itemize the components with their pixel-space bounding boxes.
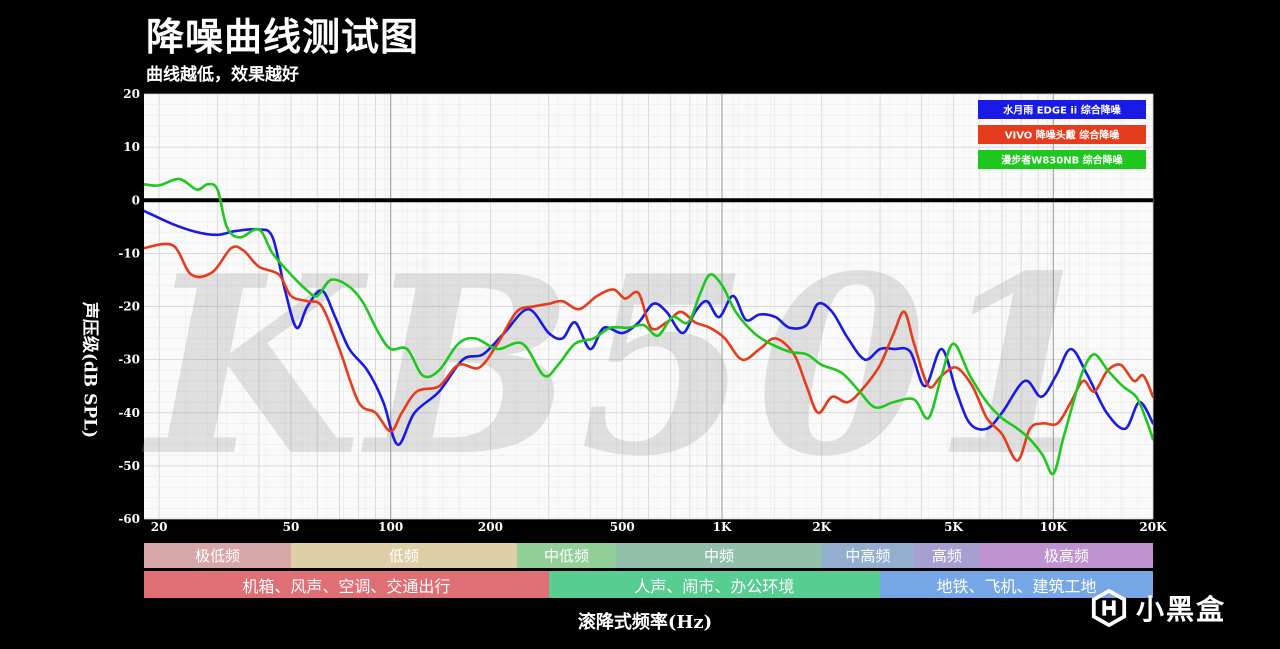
frequency-band-5: 中高频	[821, 543, 915, 568]
y-tick-label: 0	[132, 193, 140, 207]
legend-label-3: 漫步者W830NB 综合降噪	[1001, 154, 1123, 167]
x-tick-label: 1K	[713, 520, 732, 534]
xiaoheihe-logo-icon	[1091, 589, 1127, 627]
y-tick-label: -20	[118, 300, 140, 314]
frequency-band-3: 中低频	[516, 543, 617, 568]
legend-swatch-3	[978, 150, 1146, 169]
legend-label-1: 水月雨 EDGE ii 综合降噪	[1002, 104, 1121, 117]
series-line-3	[144, 177, 1153, 476]
x-tick-label: 500	[610, 520, 635, 534]
y-tick-label: -30	[118, 353, 140, 367]
x-axis-label: 滚降式频率(Hz)	[577, 612, 713, 633]
x-tick-label: 10K	[1040, 520, 1068, 534]
x-tick-label: 50	[283, 520, 300, 534]
y-tick-label: 20	[123, 87, 140, 101]
y-tick-label: -10	[118, 246, 140, 260]
logo-text: 小黑盒	[1136, 593, 1227, 626]
chart-title: 降噪曲线测试图	[146, 14, 420, 59]
x-tick-label: 20K	[1139, 520, 1167, 534]
frequency-band-1: 极低频	[144, 543, 291, 568]
series-group	[144, 177, 1153, 476]
series-line-2	[144, 242, 1153, 462]
y-tick-label: -40	[118, 406, 140, 420]
noise-scenario-band-2: 人声、闹市、办公环境	[548, 571, 881, 598]
x-tick-label: 5K	[944, 520, 963, 534]
frequency-band-6: 高频	[914, 543, 980, 568]
site-logo: 小黑盒	[1090, 588, 1226, 628]
kb501-watermark: KB501	[142, 222, 1109, 510]
frequency-band-4: 中频	[616, 543, 822, 568]
frequency-band-7: 极高频	[979, 543, 1153, 568]
x-tick-label: 2K	[812, 520, 831, 534]
series-line-1	[144, 209, 1153, 446]
x-tick-label: 20	[151, 520, 168, 534]
frequency-band-2: 低频	[290, 543, 517, 568]
y-tick-label: -60	[118, 512, 140, 526]
legend-label-2: VIVO 降噪头戴 综合降噪	[1005, 129, 1120, 142]
x-tick-label: 100	[378, 520, 403, 534]
legend-swatch-1	[978, 100, 1146, 119]
legend-swatch-2	[978, 125, 1146, 144]
chart-subtitle: 曲线越低，效果越好	[146, 65, 299, 85]
y-tick-label: 10	[123, 140, 140, 154]
legend: 水月雨 EDGE ii 综合降噪 VIVO 降噪头戴 综合降噪漫步者W830NB …	[978, 100, 1146, 169]
y-tick-label: -50	[118, 459, 140, 473]
noise-scenario-band-1: 机箱、风声、空调、交通出行	[144, 571, 549, 598]
x-tick-label: 200	[478, 520, 503, 534]
